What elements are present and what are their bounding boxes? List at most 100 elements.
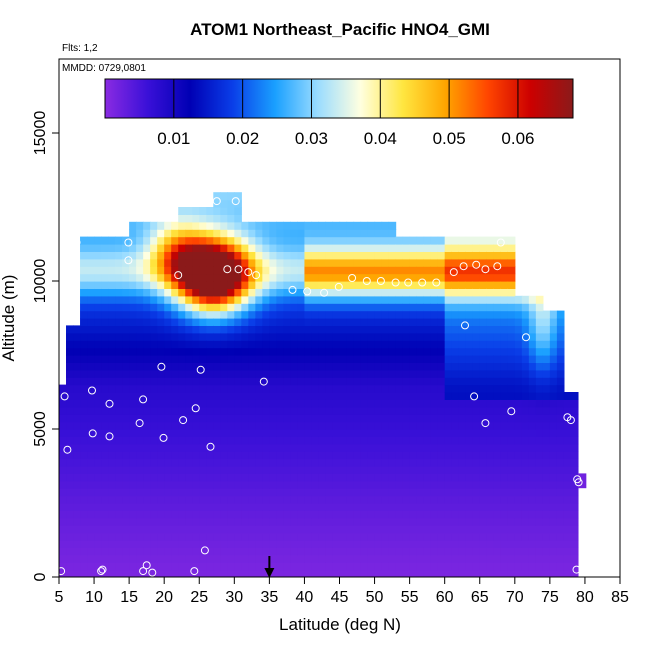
heatmap-cell [465, 332, 474, 341]
heatmap-cell [213, 251, 221, 260]
heatmap-cell [136, 229, 144, 238]
heatmap-cell [451, 325, 460, 334]
heatmap-cell [241, 221, 249, 230]
heatmap-cell [262, 517, 270, 526]
heatmap-cell [318, 451, 327, 460]
heatmap-cell [388, 495, 397, 504]
heatmap-cell [157, 377, 165, 386]
heatmap-cell [157, 369, 165, 378]
heatmap-cell [171, 466, 179, 474]
heatmap-cell [395, 443, 404, 452]
heatmap-cell [122, 406, 130, 415]
heatmap-cell [276, 554, 284, 563]
heatmap-cell [297, 399, 306, 408]
heatmap-cell [283, 281, 292, 289]
heatmap-cell [465, 414, 474, 423]
heatmap-cell [528, 318, 537, 326]
heatmap-cell [339, 288, 348, 297]
heatmap-cell [339, 399, 348, 408]
heatmap-cell [87, 362, 95, 371]
heatmap-cell [423, 406, 432, 415]
heatmap-cell [374, 347, 383, 356]
heatmap-cell [318, 399, 327, 408]
heatmap-cell [388, 221, 397, 230]
heatmap-cell [101, 384, 109, 393]
heatmap-cell [234, 495, 242, 504]
heatmap-cell [381, 525, 390, 534]
heatmap-cell [556, 458, 565, 467]
heatmap-cell [311, 251, 320, 260]
heatmap-cell [563, 532, 572, 541]
heatmap-cell [192, 399, 200, 408]
heatmap-cell [290, 340, 299, 349]
heatmap-cell [367, 406, 376, 415]
heatmap-cell [514, 547, 523, 556]
heatmap-cell [234, 406, 242, 415]
heatmap-cell [185, 547, 193, 556]
heatmap-cell [171, 517, 179, 526]
heatmap-cell [150, 540, 158, 548]
heatmap-cell [262, 503, 270, 511]
heatmap-cell [458, 554, 467, 563]
heatmap-cell [311, 525, 320, 534]
heatmap-cell [136, 318, 144, 326]
heatmap-cell [493, 310, 502, 319]
heatmap-cell [367, 266, 376, 275]
heatmap-cell [171, 340, 179, 349]
heatmap-cell [409, 414, 418, 423]
heatmap-cell [507, 303, 516, 312]
heatmap-cell [157, 532, 165, 541]
heatmap-cell [402, 251, 411, 260]
heatmap-cell [514, 540, 523, 548]
heatmap-cell [199, 221, 207, 230]
heatmap-cell [73, 540, 81, 548]
heatmap-cell [353, 488, 362, 497]
heatmap-cell [339, 273, 348, 282]
heatmap-cell [248, 532, 256, 541]
heatmap-cell [486, 547, 495, 556]
heatmap-cell [549, 429, 558, 437]
heatmap-cell [395, 258, 404, 267]
heatmap-cell [353, 236, 362, 245]
heatmap-cell [402, 236, 411, 245]
heatmap-cell [129, 377, 137, 386]
heatmap-cell [80, 503, 88, 511]
heatmap-cell [367, 532, 376, 541]
heatmap-cell [318, 229, 327, 238]
heatmap-cell [353, 244, 362, 252]
heatmap-cell [94, 429, 102, 437]
heatmap-cell [255, 377, 263, 386]
heatmap-cell [528, 421, 537, 430]
heatmap-cell [311, 266, 320, 275]
heatmap-cell [80, 340, 88, 349]
heatmap-cell [115, 517, 123, 526]
observation-point [259, 377, 268, 386]
heatmap-cell [409, 503, 418, 511]
heatmap-cell [549, 436, 558, 445]
heatmap-cell [115, 554, 123, 563]
heatmap-cell [409, 473, 418, 482]
heatmap-cell [255, 569, 263, 577]
heatmap-cell [570, 436, 579, 445]
heatmap-cell [304, 288, 313, 297]
heatmap-cell [381, 443, 390, 452]
heatmap-cell [129, 436, 137, 445]
heatmap-cell [150, 258, 158, 267]
heatmap-cell [129, 532, 137, 541]
heatmap-cell [297, 421, 306, 430]
heatmap-cell [318, 236, 327, 245]
heatmap-cell [66, 377, 74, 386]
heatmap-cell [213, 288, 221, 297]
heatmap-cell [472, 347, 481, 356]
heatmap-cell [213, 532, 221, 541]
observation-point [449, 268, 458, 277]
heatmap-cell [374, 406, 383, 415]
heatmap-cell [304, 355, 313, 363]
heatmap-cell [493, 562, 502, 571]
heatmap-cell [199, 429, 207, 437]
heatmap-cell [185, 510, 193, 519]
heatmap-cell [283, 369, 292, 378]
heatmap-cell [409, 347, 418, 356]
heatmap-cell [94, 562, 102, 571]
heatmap-cell [283, 303, 292, 312]
